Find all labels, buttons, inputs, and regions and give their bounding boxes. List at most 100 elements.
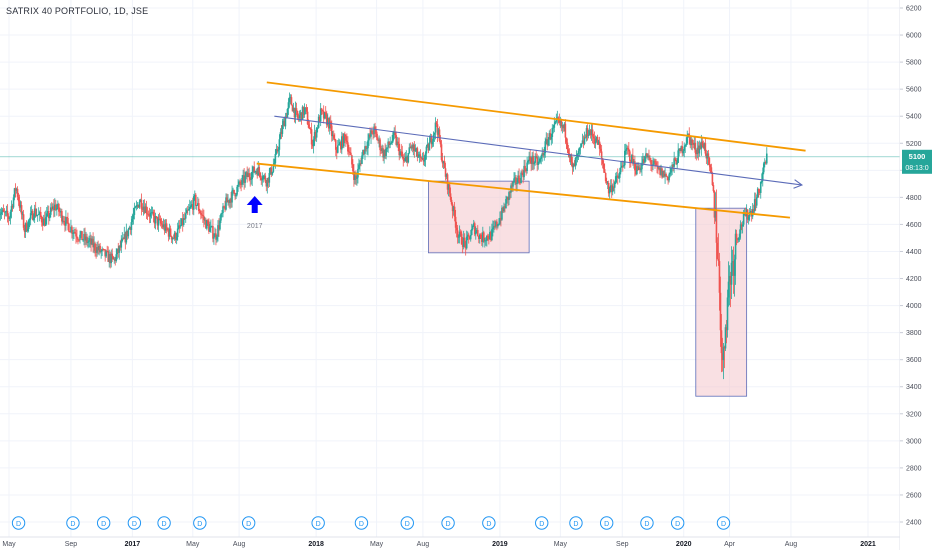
candle-body (658, 167, 660, 169)
candle-body (137, 204, 140, 208)
candle-body (507, 196, 509, 201)
candle-body (40, 217, 43, 223)
candle-body (117, 248, 120, 253)
time-tick-label: 2020 (676, 541, 692, 548)
dividend-marker-label: D (316, 521, 321, 528)
candle-body (85, 236, 87, 241)
candle-body (172, 237, 175, 239)
candle-body (185, 209, 188, 214)
candle-body (33, 208, 36, 218)
candle-body (692, 144, 695, 145)
candle-body (633, 161, 635, 164)
candle-body (584, 137, 587, 139)
candle-body (319, 108, 322, 122)
candle-body (638, 167, 640, 170)
candle-body (417, 156, 420, 158)
candle-body (183, 218, 186, 219)
candle-body (164, 223, 167, 231)
candle-body (155, 216, 158, 218)
price-axis[interactable]: 2400 2600 2800 3000 3200 3400 3600 3800 4000 4200… (900, 0, 932, 550)
candle-body (747, 216, 750, 220)
candle-body (724, 327, 727, 349)
candle-body (113, 258, 116, 260)
dividend-marker-label: D (573, 521, 578, 528)
candle-body (755, 197, 758, 206)
candle-body (451, 204, 454, 212)
candle-body (19, 205, 22, 208)
candle-body (711, 173, 714, 186)
dividend-marker-label: D (405, 521, 410, 528)
candle-body (380, 150, 382, 151)
candle-body (306, 111, 309, 125)
candle-body (529, 156, 531, 161)
candle-body (719, 292, 722, 331)
candle-body (256, 170, 259, 176)
candle-body (2, 209, 5, 212)
time-tick-label: May (186, 541, 200, 548)
candle-body (226, 197, 228, 203)
candle-body (29, 213, 32, 219)
candle-body (717, 258, 720, 262)
candle-body (615, 175, 618, 177)
candle-body (326, 118, 329, 125)
candle-body (620, 165, 623, 168)
candle-body (170, 236, 173, 240)
candle-body (600, 151, 603, 159)
candle-body (543, 153, 546, 156)
candle-body (513, 178, 515, 182)
dividend-marker-label: D (162, 521, 167, 528)
candle-body (488, 238, 490, 240)
candle-body (213, 237, 215, 239)
candle-body (238, 181, 240, 185)
candle-body (644, 156, 646, 163)
candle-body (708, 157, 711, 166)
time-tick-label: May (554, 541, 568, 548)
dividend-marker-icon (311, 516, 325, 530)
time-tick-label: 2017 (125, 541, 141, 548)
candle-body (705, 153, 708, 159)
candle-body (487, 235, 489, 239)
candle-body (753, 199, 756, 212)
candle-body (378, 139, 380, 141)
candle-body (216, 236, 218, 240)
candle-body (234, 193, 236, 197)
candle-body (210, 226, 212, 228)
candle-body (400, 151, 403, 153)
candle-body (490, 232, 492, 241)
chart-title: SATRIX 40 PORTFOLIO, 1D, JSE (6, 6, 149, 16)
time-tick-label: 2019 (492, 541, 508, 548)
candle-body (260, 177, 263, 180)
candle-body (207, 220, 209, 224)
candle-body (331, 134, 334, 137)
candle-body (290, 97, 293, 106)
candle-body (422, 157, 425, 162)
candle-body (369, 134, 371, 137)
candle-body (45, 213, 48, 218)
candle-body (312, 139, 315, 147)
candle-body (283, 120, 286, 127)
candle-body (449, 193, 452, 200)
candle-body (562, 125, 565, 129)
candle-body (628, 148, 630, 152)
candle-body (686, 135, 689, 144)
candle-body (224, 207, 226, 210)
dividend-marker-icon (193, 516, 207, 530)
candle-body (275, 149, 278, 154)
candle-body (158, 218, 161, 220)
candle-body (655, 162, 657, 166)
candle-body (640, 169, 642, 171)
dividend-marker-label: D (486, 521, 491, 528)
candle-body (262, 176, 265, 180)
candle-body (709, 165, 712, 168)
candle-body (244, 175, 246, 183)
candle-body (248, 173, 250, 178)
candle-body (382, 148, 384, 158)
candle-body (34, 208, 37, 216)
candle-body (629, 151, 631, 162)
candle-body (13, 188, 16, 198)
price-tick-label: 2600 (906, 492, 922, 499)
candle-body (252, 166, 255, 172)
candle-body (758, 191, 761, 193)
time-axis[interactable]: May Sep 2017 May Aug 2018 May Aug 2019 May Sep 2020… (2, 541, 876, 548)
